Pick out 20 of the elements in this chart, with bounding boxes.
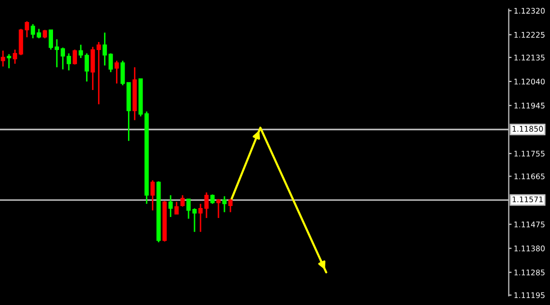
- candlestick: [174, 201, 179, 215]
- candlestick: [114, 60, 119, 84]
- candlestick: [0, 50, 6, 68]
- candlestick: [36, 28, 42, 39]
- candlestick: [180, 194, 185, 208]
- candlestick: [204, 192, 209, 219]
- candlestick: [168, 194, 173, 218]
- candlestick: [72, 48, 77, 66]
- candlestick: [30, 23, 36, 39]
- candlestick: [24, 20, 30, 38]
- candlestick: [222, 196, 227, 213]
- candlestick: [228, 198, 233, 213]
- candlestick: [198, 203, 203, 233]
- candlestick: [12, 48, 18, 64]
- candlestick: [192, 208, 197, 233]
- candlestick: [6, 53, 12, 70]
- candlestick: [186, 198, 191, 220]
- candlestick: [216, 198, 221, 219]
- candlestick: [150, 180, 155, 212]
- candlestick: [210, 194, 215, 205]
